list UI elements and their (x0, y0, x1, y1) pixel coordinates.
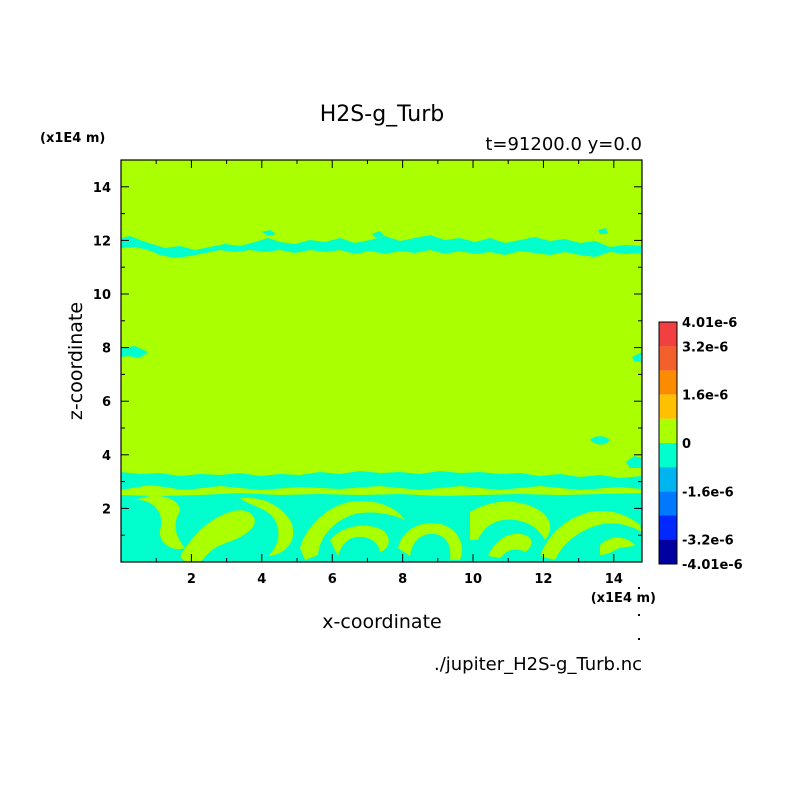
x-axis-label: x-coordinate (322, 611, 441, 633)
positive-swirls (121, 485, 642, 562)
y-unit-label: (x1E4 m) (40, 131, 105, 146)
x-axis: 2 4 6 8 10 12 14 (155, 160, 623, 587)
negative-islands (121, 228, 642, 468)
y-tick-label: 10 (93, 288, 111, 303)
x-tick-label: 6 (328, 572, 337, 587)
y-axis-label: z-coordinate (65, 302, 87, 420)
y-tick-label: 6 (102, 395, 111, 410)
colorbar-band-2 (659, 370, 677, 395)
colorbar-band-1 (659, 346, 677, 371)
y-tick-label: 14 (93, 181, 111, 196)
x-tick-label: 14 (605, 572, 623, 587)
y-tick-label: 2 (102, 502, 111, 517)
colorbar-label: 3.2e-6 (682, 340, 728, 355)
colorbar-band-3 (659, 394, 677, 419)
colorbar-label: 4.01e-6 (682, 316, 737, 331)
colorbar-labels: 4.01e-6 3.2e-6 1.6e-6 0 -1.6e-6 -3.2e-6 -4.01e… (682, 316, 743, 573)
y-tick-label: 4 (102, 449, 111, 464)
colorbar-label: -3.2e-6 (682, 534, 734, 549)
x-unit-label: (x1E4 m) (591, 591, 656, 606)
plot-area (120, 159, 643, 563)
contour-features (121, 228, 642, 562)
source-file-label: ./jupiter_H2S-g_Turb.nc (434, 654, 642, 675)
colorbar-label: 0 (682, 437, 691, 452)
x-tick-label: 4 (257, 572, 266, 587)
colorbar-label: -4.01e-6 (682, 558, 743, 573)
colorbar-band-4 (659, 418, 677, 443)
colorbar-label: 1.6e-6 (682, 389, 728, 404)
dot-marks (638, 587, 640, 640)
x-tick-label: 10 (464, 572, 482, 587)
colorbar-band-6 (659, 467, 677, 492)
y-axis: 2 4 6 8 10 12 14 (93, 159, 642, 536)
y-tick-label: 12 (93, 234, 111, 249)
colorbar-label: -1.6e-6 (682, 485, 734, 500)
x-tick-label: 8 (398, 572, 407, 587)
colorbar-band-0 (659, 322, 677, 347)
colorbar-band-9 (659, 539, 677, 564)
chart-subtitle: t=91200.0 y=0.0 (485, 134, 642, 155)
colorbar-band-7 (659, 491, 677, 516)
colorbar (658, 321, 678, 565)
colorbar-band-8 (659, 515, 677, 540)
x-tick-label: 2 (187, 572, 196, 587)
x-tick-label: 12 (534, 572, 552, 587)
colorbar-band-5 (659, 443, 677, 468)
y-tick-label: 8 (102, 342, 111, 357)
colorbar-frame (658, 321, 678, 565)
negative-region-upper (121, 235, 642, 258)
chart-title: H2S-g_Turb (320, 102, 444, 127)
plot-frame (120, 159, 643, 563)
